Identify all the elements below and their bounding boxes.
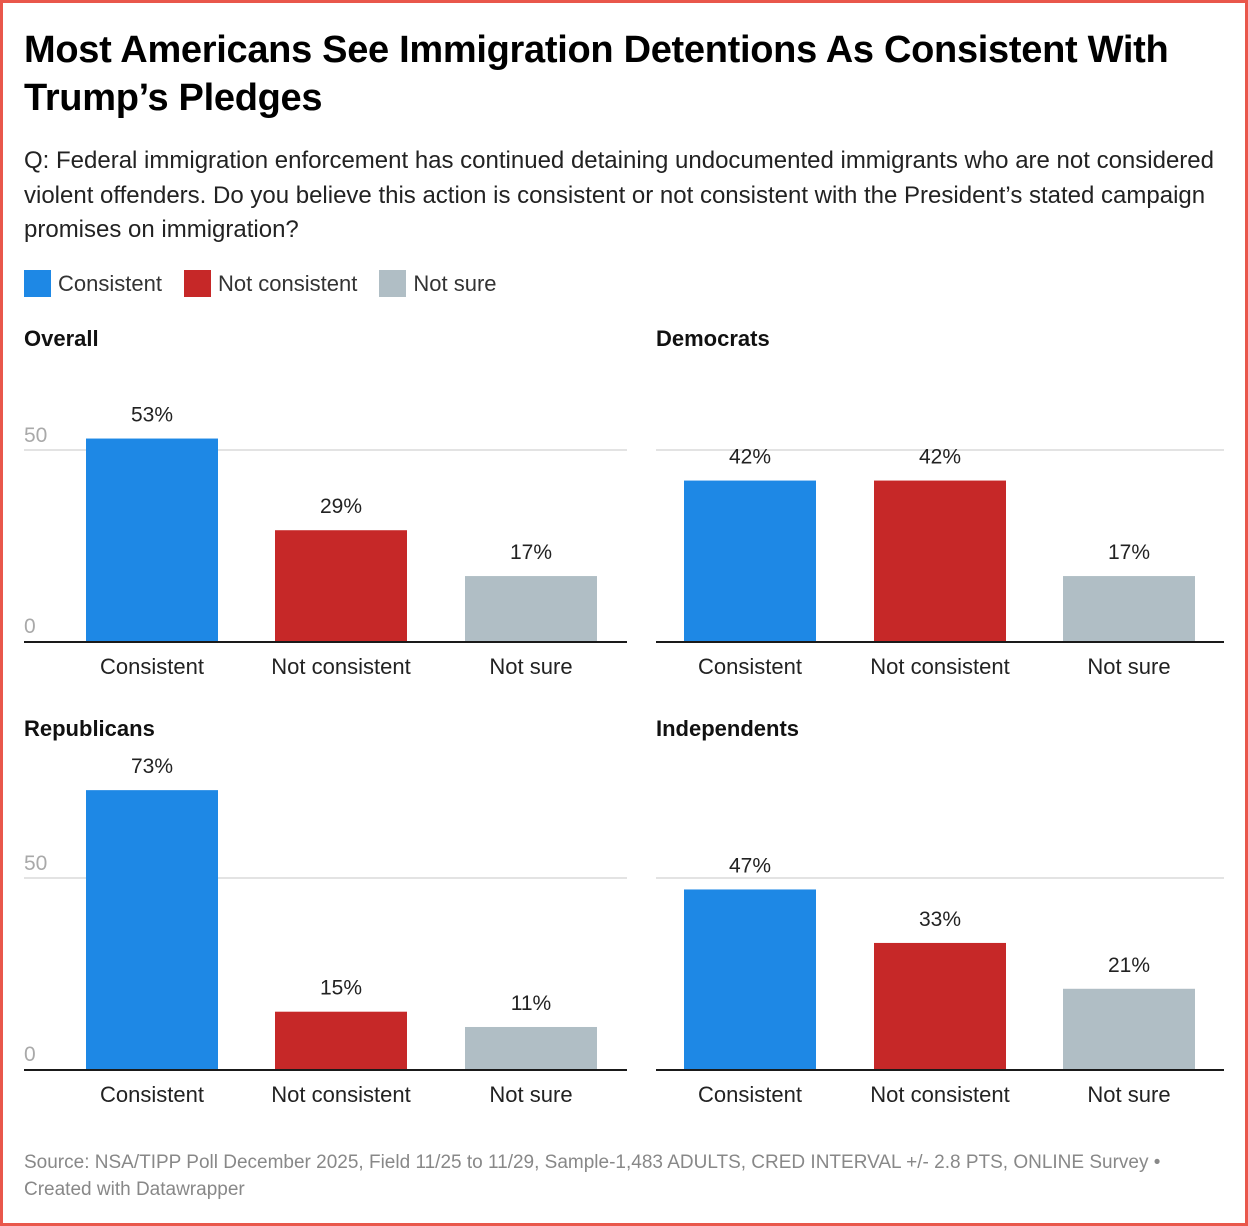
category-label: Consistent xyxy=(100,654,204,679)
legend-item-consistent: Consistent xyxy=(24,270,162,297)
bar-independents-not-consistent xyxy=(874,942,1006,1069)
legend-swatch-not-sure xyxy=(379,270,407,297)
value-label: 17% xyxy=(1108,541,1150,564)
category-label: Not sure xyxy=(489,1082,572,1107)
value-label: 33% xyxy=(919,908,961,931)
legend-item-not-sure: Not sure xyxy=(379,270,497,297)
bar-overall-consistent xyxy=(86,438,218,641)
value-label: 47% xyxy=(729,854,771,877)
legend-label: Not sure xyxy=(413,270,497,296)
value-label: 11% xyxy=(511,992,551,1015)
value-label: 21% xyxy=(1108,954,1150,977)
category-label: Not consistent xyxy=(870,654,1009,679)
bar-republicans-not-sure xyxy=(465,1026,597,1069)
bar-overall-not-sure xyxy=(465,576,597,641)
bar-overall-not-consistent xyxy=(275,530,407,641)
bar-democrats-consistent xyxy=(684,480,816,641)
y-tick-label-0: 0 xyxy=(24,1043,36,1066)
bar-independents-consistent xyxy=(684,889,816,1069)
chart-subtitle: Q: Federal immigration enforcement has c… xyxy=(24,147,1214,243)
category-label: Not sure xyxy=(1087,654,1170,679)
value-label: 53% xyxy=(131,404,173,427)
category-label: Not consistent xyxy=(271,654,410,679)
legend-swatch-not-consistent xyxy=(183,270,211,297)
category-label: Not sure xyxy=(1087,1082,1170,1107)
category-label: Not consistent xyxy=(271,1082,410,1107)
y-tick-label-50: 50 xyxy=(24,424,47,447)
bar-democrats-not-consistent xyxy=(874,480,1006,641)
panel-title-overall: Overall xyxy=(24,326,99,351)
category-label: Consistent xyxy=(100,1082,204,1107)
value-label: 42% xyxy=(919,446,961,469)
y-tick-label-0: 0 xyxy=(24,615,36,638)
y-tick-label-50: 50 xyxy=(24,852,47,875)
value-label: 15% xyxy=(320,977,362,1000)
category-label: Not consistent xyxy=(870,1082,1009,1107)
legend-swatch-consistent xyxy=(24,270,51,297)
legend-label: Consistent xyxy=(58,270,162,296)
value-label: 73% xyxy=(131,755,173,778)
value-label: 17% xyxy=(510,541,552,564)
legend-label: Not consistent xyxy=(217,270,358,296)
legend: Consistent Not consistent Not sure xyxy=(24,270,519,297)
bar-republicans-not-consistent xyxy=(275,1011,407,1069)
value-label: 42% xyxy=(729,446,771,469)
panel-title-republicans: Republicans xyxy=(24,716,155,741)
source-note: Source: NSA/TIPP Poll December 2025, Fie… xyxy=(24,1152,1161,1200)
panel-title-democrats: Democrats xyxy=(656,326,770,351)
bar-independents-not-sure xyxy=(1063,988,1195,1069)
chart-title: Most Americans See Immigration Detention… xyxy=(24,29,1169,119)
bar-democrats-not-sure xyxy=(1063,576,1195,641)
panel-title-independents: Independents xyxy=(656,716,799,741)
legend-item-not-consistent: Not consistent xyxy=(183,270,358,297)
category-label: Not sure xyxy=(489,654,572,679)
bar-republicans-consistent xyxy=(86,790,218,1069)
value-label: 29% xyxy=(320,495,362,518)
category-label: Consistent xyxy=(698,654,802,679)
category-label: Consistent xyxy=(698,1082,802,1107)
